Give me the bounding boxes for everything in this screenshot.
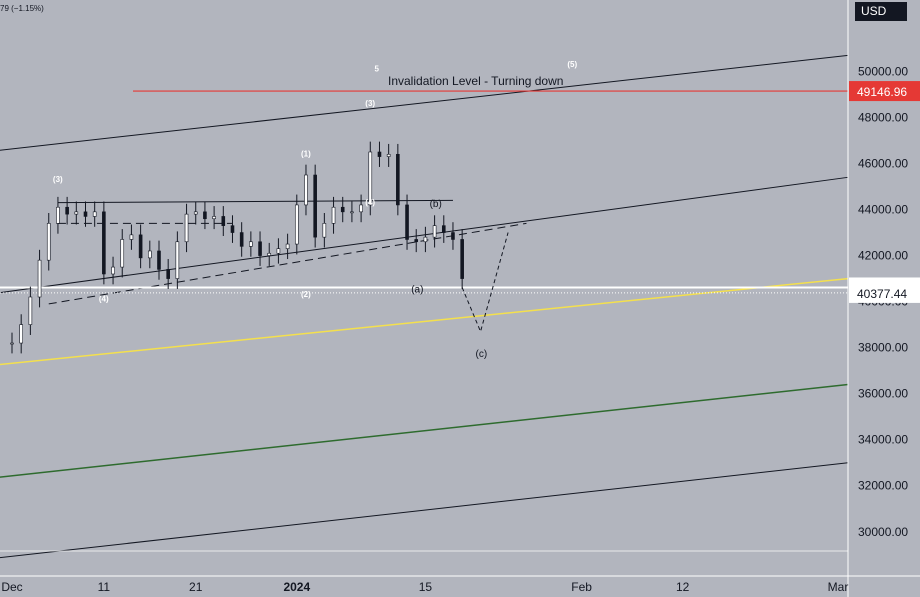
candle-body — [120, 239, 125, 268]
candle-body — [249, 241, 253, 247]
candle-body — [340, 206, 345, 213]
candle-body — [322, 223, 327, 238]
candle-body — [28, 296, 33, 325]
x-tick-label: Dec — [1, 580, 22, 594]
invalidation-price-badge: 49146.96 — [857, 85, 907, 99]
wave-label: (3) — [365, 99, 375, 108]
candle-body — [157, 250, 161, 270]
yellow-channel-line — [0, 277, 849, 366]
candle-body — [175, 241, 180, 279]
candle-body — [203, 211, 207, 220]
candle-body — [331, 206, 336, 224]
change-indicator: 79 (−1.15%) — [0, 4, 44, 13]
wave-label: (1) — [301, 150, 311, 159]
wave-label: (a) — [411, 284, 423, 295]
candle-body — [414, 239, 419, 243]
candle-body — [423, 236, 428, 243]
candle-body — [92, 211, 97, 217]
wave-label: (3) — [53, 175, 63, 184]
y-tick-label: 30000.00 — [858, 525, 908, 539]
x-tick-label: 11 — [98, 580, 111, 594]
candle-body — [37, 259, 42, 298]
x-tick-label: 21 — [189, 580, 203, 594]
projection-path — [461, 232, 509, 334]
currency-badge[interactable]: USD — [855, 2, 907, 21]
middle-channel-line — [0, 176, 849, 294]
candle-body — [267, 252, 272, 256]
x-tick-label: Mar — [828, 580, 849, 594]
wave-label: (2) — [301, 290, 311, 299]
y-tick-label: 32000.00 — [858, 479, 908, 493]
candle-body — [148, 250, 152, 259]
candle-body — [350, 211, 354, 214]
candle-body — [451, 232, 455, 240]
candle-body — [460, 239, 464, 279]
candle-body — [111, 266, 115, 275]
dashed-support-line — [48, 222, 527, 305]
candle-body — [405, 204, 409, 240]
candle-body — [221, 216, 226, 226]
wave-label: (4) — [99, 295, 109, 304]
wave-label: (4) — [365, 198, 375, 207]
candle-body — [285, 243, 290, 249]
candle-body — [19, 324, 23, 344]
wave-label: (b) — [430, 199, 442, 210]
y-tick-label: 38000.00 — [858, 341, 908, 355]
candle-body — [212, 216, 216, 220]
candle-body — [230, 225, 235, 233]
y-tick-label: 36000.00 — [858, 387, 908, 401]
candle-body — [368, 151, 373, 206]
wave-label: (c) — [476, 349, 488, 360]
candle-body — [396, 153, 400, 206]
green-channel-line — [0, 383, 849, 478]
y-tick-label: 42000.00 — [858, 249, 908, 263]
candle-body — [83, 211, 88, 217]
candle-body — [258, 241, 262, 256]
candle-body — [129, 234, 134, 240]
candle-body — [184, 213, 189, 243]
candle-body — [46, 223, 51, 261]
wave-label: 5 — [374, 64, 379, 73]
y-tick-label: 44000.00 — [858, 203, 908, 217]
candle-body — [313, 174, 317, 238]
x-tick-label: Feb — [571, 580, 592, 594]
upper-channel-line — [0, 54, 849, 151]
candle-body — [294, 204, 299, 245]
range-top-line — [57, 199, 453, 204]
invalidation-price-badge-bg — [849, 81, 920, 102]
x-tick-label: 12 — [676, 580, 690, 594]
candle-body — [193, 211, 198, 215]
candle-body — [276, 248, 281, 254]
wave-label: (5) — [567, 60, 577, 69]
candle-body — [102, 211, 106, 275]
y-tick-label: 48000.00 — [858, 110, 908, 124]
candle-body — [74, 211, 79, 215]
candle-body — [56, 206, 60, 224]
candle-body — [386, 153, 391, 157]
candle-body — [239, 232, 244, 247]
candle-body — [304, 174, 308, 206]
y-tick-label: 46000.00 — [858, 157, 908, 171]
x-tick-label: 2024 — [283, 580, 310, 594]
candle-body — [138, 234, 143, 259]
level-price-badge-bg — [849, 282, 920, 303]
invalidation-label: Invalidation Level - Turning down — [388, 74, 563, 88]
x-tick-label: 15 — [419, 580, 433, 594]
lower-channel-line — [0, 462, 849, 559]
candle-body — [441, 225, 446, 233]
y-tick-label: 34000.00 — [858, 433, 908, 447]
level-price-badge: 40377.44 — [857, 287, 907, 301]
candle-body — [166, 269, 170, 279]
candle-body — [432, 225, 437, 238]
y-tick-label: 50000.00 — [858, 64, 908, 78]
candle-body — [359, 204, 363, 213]
candle-body — [65, 206, 69, 215]
candle-body — [377, 151, 382, 157]
candle-body — [10, 342, 14, 345]
